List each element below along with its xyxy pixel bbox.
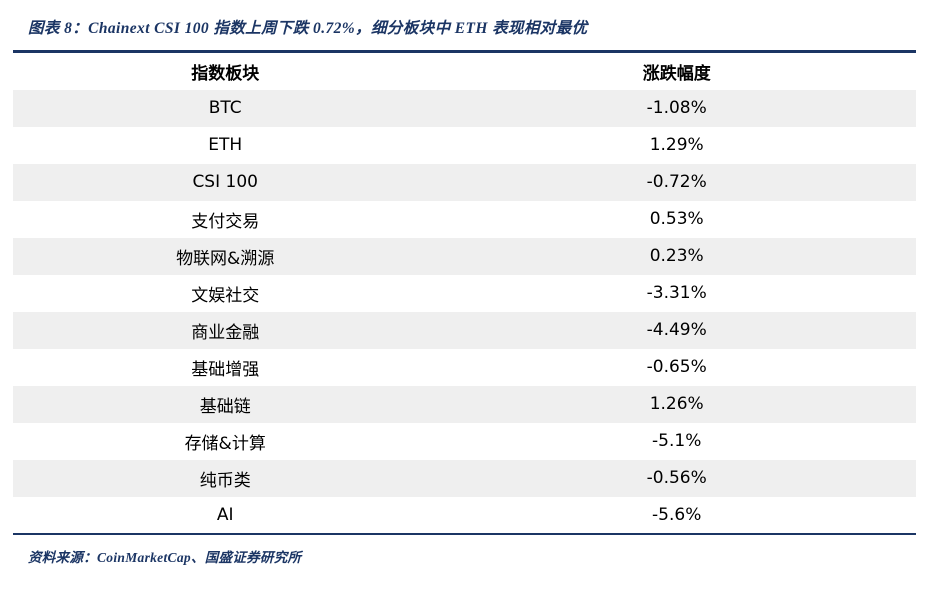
sector-cell: 文娱社交 bbox=[191, 285, 260, 306]
change-cell: -0.65% bbox=[646, 357, 707, 377]
table-row: BTC -1.08% bbox=[13, 89, 916, 127]
change-cell: -3.31% bbox=[646, 283, 707, 303]
change-cell: 1.26% bbox=[649, 394, 704, 414]
sector-cell: AI bbox=[216, 504, 234, 525]
table-row: 基础增强 -0.65% bbox=[13, 349, 916, 386]
table-row: 基础链 1.26% bbox=[13, 385, 916, 423]
table-header: 指数板块 涨跌幅度 bbox=[13, 51, 916, 90]
sector-cell: BTC bbox=[208, 98, 242, 118]
col-header-sector: 指数板块 bbox=[13, 51, 438, 90]
table-row: 商业金融 -4.49% bbox=[13, 311, 916, 349]
sector-cell: 存储&计算 bbox=[184, 433, 266, 454]
table-row: AI -5.6% bbox=[13, 497, 916, 534]
sector-cell: 支付交易 bbox=[191, 211, 260, 232]
change-cell: 1.29% bbox=[649, 135, 704, 155]
table-body: BTC -1.08% ETH 1.29% CSI 100 -0.72% 支付交易 0.53% 物… bbox=[13, 89, 916, 534]
sector-cell: 物联网&溯源 bbox=[176, 248, 275, 269]
change-cell: -0.56% bbox=[646, 468, 707, 488]
sector-cell: ETH bbox=[208, 135, 243, 155]
sector-change-table: 指数板块 涨跌幅度 BTC -1.08% ETH 1.29% CSI 100 -0.72%… bbox=[13, 50, 916, 535]
table-row: 存储&计算 -5.1% bbox=[13, 423, 916, 460]
sector-cell: 基础链 bbox=[199, 396, 251, 417]
sector-cell: 基础增强 bbox=[191, 359, 260, 380]
change-cell: -0.72% bbox=[646, 172, 707, 192]
col-header-change: 涨跌幅度 bbox=[437, 51, 916, 90]
table-row: ETH 1.29% bbox=[13, 127, 916, 164]
change-cell: 0.23% bbox=[649, 246, 704, 266]
change-cell: -4.49% bbox=[646, 320, 707, 340]
change-cell: -1.08% bbox=[646, 98, 707, 118]
sector-cell: 商业金融 bbox=[191, 322, 260, 343]
sector-cell: 纯币类 bbox=[199, 470, 251, 491]
table-row: 支付交易 0.53% bbox=[13, 201, 916, 238]
figure-title: 图表 8：Chainext CSI 100 指数上周下跌 0.72%，细分板块中… bbox=[28, 20, 588, 37]
table-row: 纯币类 -0.56% bbox=[13, 459, 916, 497]
header-row: 指数板块 涨跌幅度 bbox=[13, 51, 916, 90]
table-row: 文娱社交 -3.31% bbox=[13, 275, 916, 312]
change-cell: 0.53% bbox=[649, 209, 704, 229]
change-cell: -5.6% bbox=[652, 504, 702, 525]
table-row: 物联网&溯源 0.23% bbox=[13, 237, 916, 275]
source-note: 资料来源：CoinMarketCap、国盛证券研究所 bbox=[28, 549, 302, 565]
change-cell: -5.1% bbox=[652, 431, 702, 451]
figure-container: 图表 8：Chainext CSI 100 指数上周下跌 0.72%，细分板块中… bbox=[13, 20, 916, 565]
sector-cell: CSI 100 bbox=[192, 172, 258, 192]
table-row: CSI 100 -0.72% bbox=[13, 163, 916, 201]
